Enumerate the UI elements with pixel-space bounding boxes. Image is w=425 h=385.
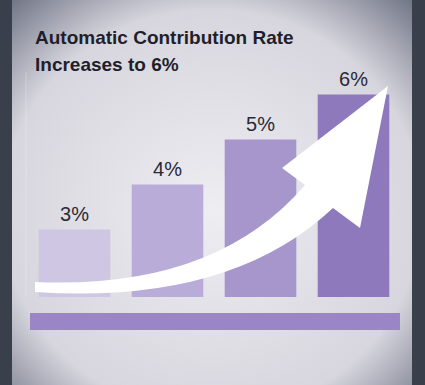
title-line: Automatic Contribution Rate [35, 27, 294, 48]
title: Automatic Contribution Rate Increases to … [35, 27, 294, 75]
chart: 3% 4% 5% 6% Automatic Contribution Rate Incre… [0, 0, 425, 385]
background [0, 0, 425, 385]
y-axis-line [26, 72, 27, 297]
base-strip [30, 313, 400, 330]
data-label: 3% [60, 203, 89, 225]
photo-overlay [12, 0, 412, 385]
data-label: 5% [246, 113, 275, 135]
arrow [35, 86, 388, 294]
data-label: 4% [153, 158, 182, 180]
data-label: 6% [339, 68, 368, 90]
title-line: Increases to 6% [35, 54, 179, 75]
page: {"chart_data": {"type": "bar", "title": … [0, 0, 425, 385]
